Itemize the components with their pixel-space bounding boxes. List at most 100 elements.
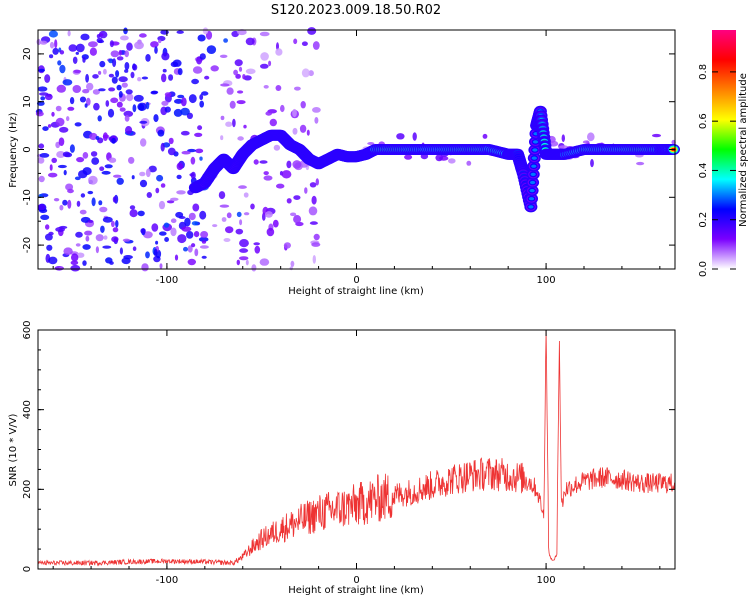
snr-x-ticks: -100 0 100 [52,330,661,586]
heatmap-cell [237,29,247,36]
heatmap-cell [219,204,230,208]
heatmap-cell [70,260,79,266]
heatmap-cell [108,87,116,92]
heatmap-cell [154,46,158,54]
heatmap-cell [48,30,59,38]
heatmap-cell [112,227,119,233]
heatmap-y-ticks: -20 -10 0 10 20 [22,29,675,270]
figure-title: S120.2023.009.18.50.R02 [271,3,441,18]
heatmap-cell [275,48,283,56]
heatmap-cell [239,239,249,248]
heatmap-cell [112,196,117,203]
heatmap-cell [115,70,120,78]
heatmap-cell [42,126,49,131]
heatmap-cell [63,169,67,176]
heatmap-cell [118,76,128,83]
heatmap-cell [56,151,66,158]
heatmap-cell [47,124,52,128]
snr-panel: -100 0 100 0 200 400 600 Height of straight l… [8,320,676,596]
heatmap-cell [55,227,65,232]
heatmap-cell [82,152,89,159]
heatmap-cell [170,61,179,68]
heatmap-cell [143,231,153,239]
heatmap-cell [90,151,98,157]
heatmap-cell [309,221,318,225]
heatmap-cell [140,228,146,234]
heatmap-cell [299,124,307,133]
heatmap-cell [308,206,318,216]
heatmap-cell [242,74,246,80]
heatmap-cell [243,192,249,198]
heatmap-cell [159,263,163,269]
heatmap-cell [52,47,59,55]
heatmap-cell [294,86,301,91]
heatmap-cell [72,85,82,93]
heatmap-cell [75,231,83,238]
heatmap-cell [180,107,190,116]
heatmap-cell [155,187,160,194]
heatmap-cell [160,29,169,35]
heatmap-cell [97,115,102,122]
heatmap-cell [177,94,185,99]
heatmap-cell [275,85,282,91]
heatmap-cell [199,53,206,60]
colorbar-tick-label: 0.2 [698,212,709,228]
heatmap-cell [63,247,73,255]
colorbar: 0.0 0.2 0.4 0.6 0.8 Normalized spectral ampl… [698,30,749,277]
heatmap-cell [314,117,319,124]
heatmap-cell [259,258,270,266]
heatmap-cell [259,31,270,37]
heatmap-cell [177,68,183,76]
heatmap-cell [95,136,100,140]
heatmap-cell [220,83,230,87]
heatmap-cell [119,247,123,255]
heatmap-cell [76,157,85,163]
heatmap-cell [226,212,232,219]
heatmap-cell [116,101,123,108]
heatmap-cell [166,200,175,204]
heatmap-cell [80,193,86,198]
heatmap-cell [88,175,98,185]
heatmap-cell [92,74,99,79]
heatmap-cell [290,212,297,217]
heatmap-cell [146,192,152,198]
colorbar-ticks: 0.0 0.2 0.4 0.6 0.8 [698,64,736,277]
heatmap-cell [67,106,75,111]
heatmap-cell [161,73,167,83]
heatmap-cell [121,257,131,265]
heatmap-cell [89,132,98,141]
heatmap-cell [276,183,285,189]
heatmap-cell [73,69,82,74]
heatmap-cell [219,54,228,58]
colorbar-tick-label: 0.8 [698,64,709,80]
heatmap-cell [251,264,257,272]
heatmap-cell [269,118,277,127]
heatmap-cell [259,160,268,164]
heatmap-cell [293,38,298,45]
heatmap-cell [145,251,150,259]
heatmap-cell [293,215,302,224]
heatmap-cell [164,92,172,97]
snr-y-ticks: 0 200 400 600 [22,320,675,572]
heatmap-x-ticks: -100 0 100 [52,30,661,286]
heatmap-cell [95,234,104,242]
heatmap-cell [201,240,207,244]
heatmap-cell [164,106,171,113]
heatmap-cell [74,122,82,127]
heatmap-cell [139,179,148,188]
heatmap-cell [59,50,65,55]
heatmap-cell [96,34,101,39]
heatmap-cell [129,205,136,210]
heatmap-cell [76,252,85,258]
heatmap-cell [123,27,128,35]
heatmap-cell [134,41,144,50]
heatmap-cell [156,174,164,182]
heatmap-cell [125,89,133,95]
heatmap-cell [82,89,90,94]
heatmap-cell [191,221,199,226]
heatmap-cell [65,183,74,191]
x-tick-label: 100 [537,575,556,586]
snr-series-line [37,330,676,567]
heatmap-cell [590,159,594,168]
heatmap-cell [49,164,53,171]
